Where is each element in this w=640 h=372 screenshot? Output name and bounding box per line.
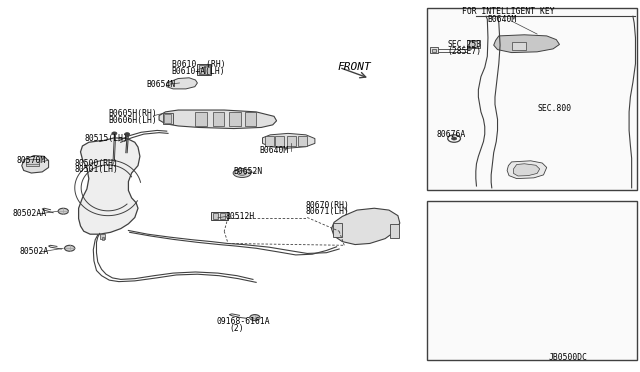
Bar xyxy=(432,48,436,52)
Bar xyxy=(195,112,207,126)
Text: 80676A: 80676A xyxy=(436,130,465,140)
Polygon shape xyxy=(332,208,400,244)
Polygon shape xyxy=(22,155,49,173)
Text: B0652N: B0652N xyxy=(234,167,263,176)
Bar xyxy=(428,8,637,190)
Bar xyxy=(287,137,296,146)
Text: SEC.800: SEC.800 xyxy=(537,105,572,113)
Bar xyxy=(102,237,104,240)
Text: 80501(LH): 80501(LH) xyxy=(74,165,118,174)
Ellipse shape xyxy=(112,132,117,135)
Text: 09168-6161A: 09168-6161A xyxy=(216,317,270,326)
Bar xyxy=(244,112,256,126)
Bar xyxy=(198,65,204,74)
Bar xyxy=(511,42,525,49)
Bar xyxy=(212,112,224,126)
Bar xyxy=(100,234,105,238)
Bar xyxy=(205,65,210,74)
Text: 80502A: 80502A xyxy=(20,247,49,256)
Text: 80570M: 80570M xyxy=(17,155,46,164)
Text: B0605H(RH): B0605H(RH) xyxy=(108,109,157,118)
Text: 80512H: 80512H xyxy=(225,212,255,221)
Bar xyxy=(467,40,479,48)
Text: SEC.253: SEC.253 xyxy=(448,40,482,49)
Text: 80671(LH): 80671(LH) xyxy=(306,207,350,216)
Text: B0640M: B0640M xyxy=(259,146,289,155)
Bar xyxy=(428,201,637,360)
Polygon shape xyxy=(513,164,540,176)
Bar xyxy=(298,137,307,146)
Bar xyxy=(26,159,39,166)
Text: 80502AA: 80502AA xyxy=(12,209,46,218)
Bar xyxy=(164,115,171,123)
Polygon shape xyxy=(79,138,140,234)
Ellipse shape xyxy=(358,219,378,233)
Text: 80500(RH): 80500(RH) xyxy=(74,158,118,167)
Bar xyxy=(333,223,342,237)
Ellipse shape xyxy=(519,167,532,174)
Ellipse shape xyxy=(348,212,388,240)
Text: B0610+A(LH): B0610+A(LH) xyxy=(172,67,225,76)
Text: 80670(RH): 80670(RH) xyxy=(306,201,350,210)
Bar xyxy=(220,214,225,219)
Text: (285E7): (285E7) xyxy=(448,47,482,56)
Text: JB0500DC: JB0500DC xyxy=(548,353,588,362)
Bar xyxy=(197,64,211,75)
Text: FRONT: FRONT xyxy=(338,62,372,73)
Text: B0654N: B0654N xyxy=(147,80,175,89)
Ellipse shape xyxy=(174,80,189,87)
Ellipse shape xyxy=(237,171,246,175)
Ellipse shape xyxy=(250,315,260,321)
Polygon shape xyxy=(159,110,276,129)
Ellipse shape xyxy=(452,137,457,140)
Text: (2): (2) xyxy=(229,324,244,333)
Ellipse shape xyxy=(233,169,251,177)
Ellipse shape xyxy=(65,245,75,251)
Text: FOR INTELLIGENT KEY: FOR INTELLIGENT KEY xyxy=(462,7,554,16)
Text: 80515(LH): 80515(LH) xyxy=(85,134,129,143)
Polygon shape xyxy=(262,134,315,148)
Bar xyxy=(229,112,241,126)
Bar xyxy=(430,46,438,53)
Bar xyxy=(163,113,173,124)
Polygon shape xyxy=(507,161,547,179)
Text: B0606H(LH): B0606H(LH) xyxy=(108,116,157,125)
Polygon shape xyxy=(493,35,559,52)
Polygon shape xyxy=(167,78,197,89)
Bar xyxy=(211,212,228,220)
Ellipse shape xyxy=(125,133,130,136)
Ellipse shape xyxy=(58,208,68,214)
Text: B0640M: B0640M xyxy=(487,16,516,25)
Bar xyxy=(212,214,218,219)
Ellipse shape xyxy=(364,224,372,228)
Text: B0610  (RH): B0610 (RH) xyxy=(172,60,225,69)
Bar xyxy=(275,137,284,146)
Bar xyxy=(265,137,274,146)
Bar xyxy=(390,224,399,238)
Bar xyxy=(469,41,477,47)
